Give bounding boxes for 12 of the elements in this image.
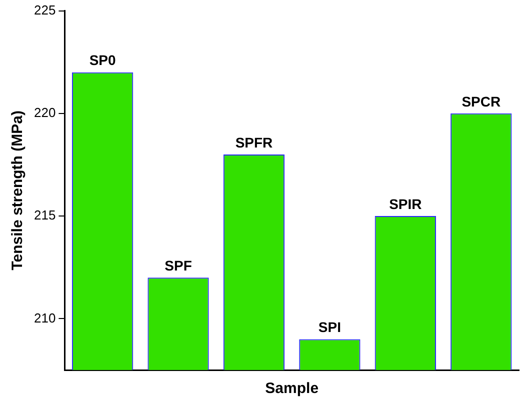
x-tick-label: SPFR <box>235 134 273 150</box>
y-tick-label: 215 <box>34 208 56 223</box>
x-tick-label: SPIR <box>389 196 422 212</box>
x-tick-label: SPCR <box>462 93 501 110</box>
x-tick-label: SPI <box>318 319 341 336</box>
x-tick-label: SPF <box>164 257 192 274</box>
x-axis-title: Sample <box>265 380 319 398</box>
y-tick-label: 220 <box>34 105 56 120</box>
y-tick-label: 210 <box>34 310 56 326</box>
x-tick-label: SP0 <box>89 52 116 68</box>
y-axis-title: Tensile strength (MPa) <box>9 110 26 270</box>
y-tick-label: 225 <box>34 2 56 18</box>
